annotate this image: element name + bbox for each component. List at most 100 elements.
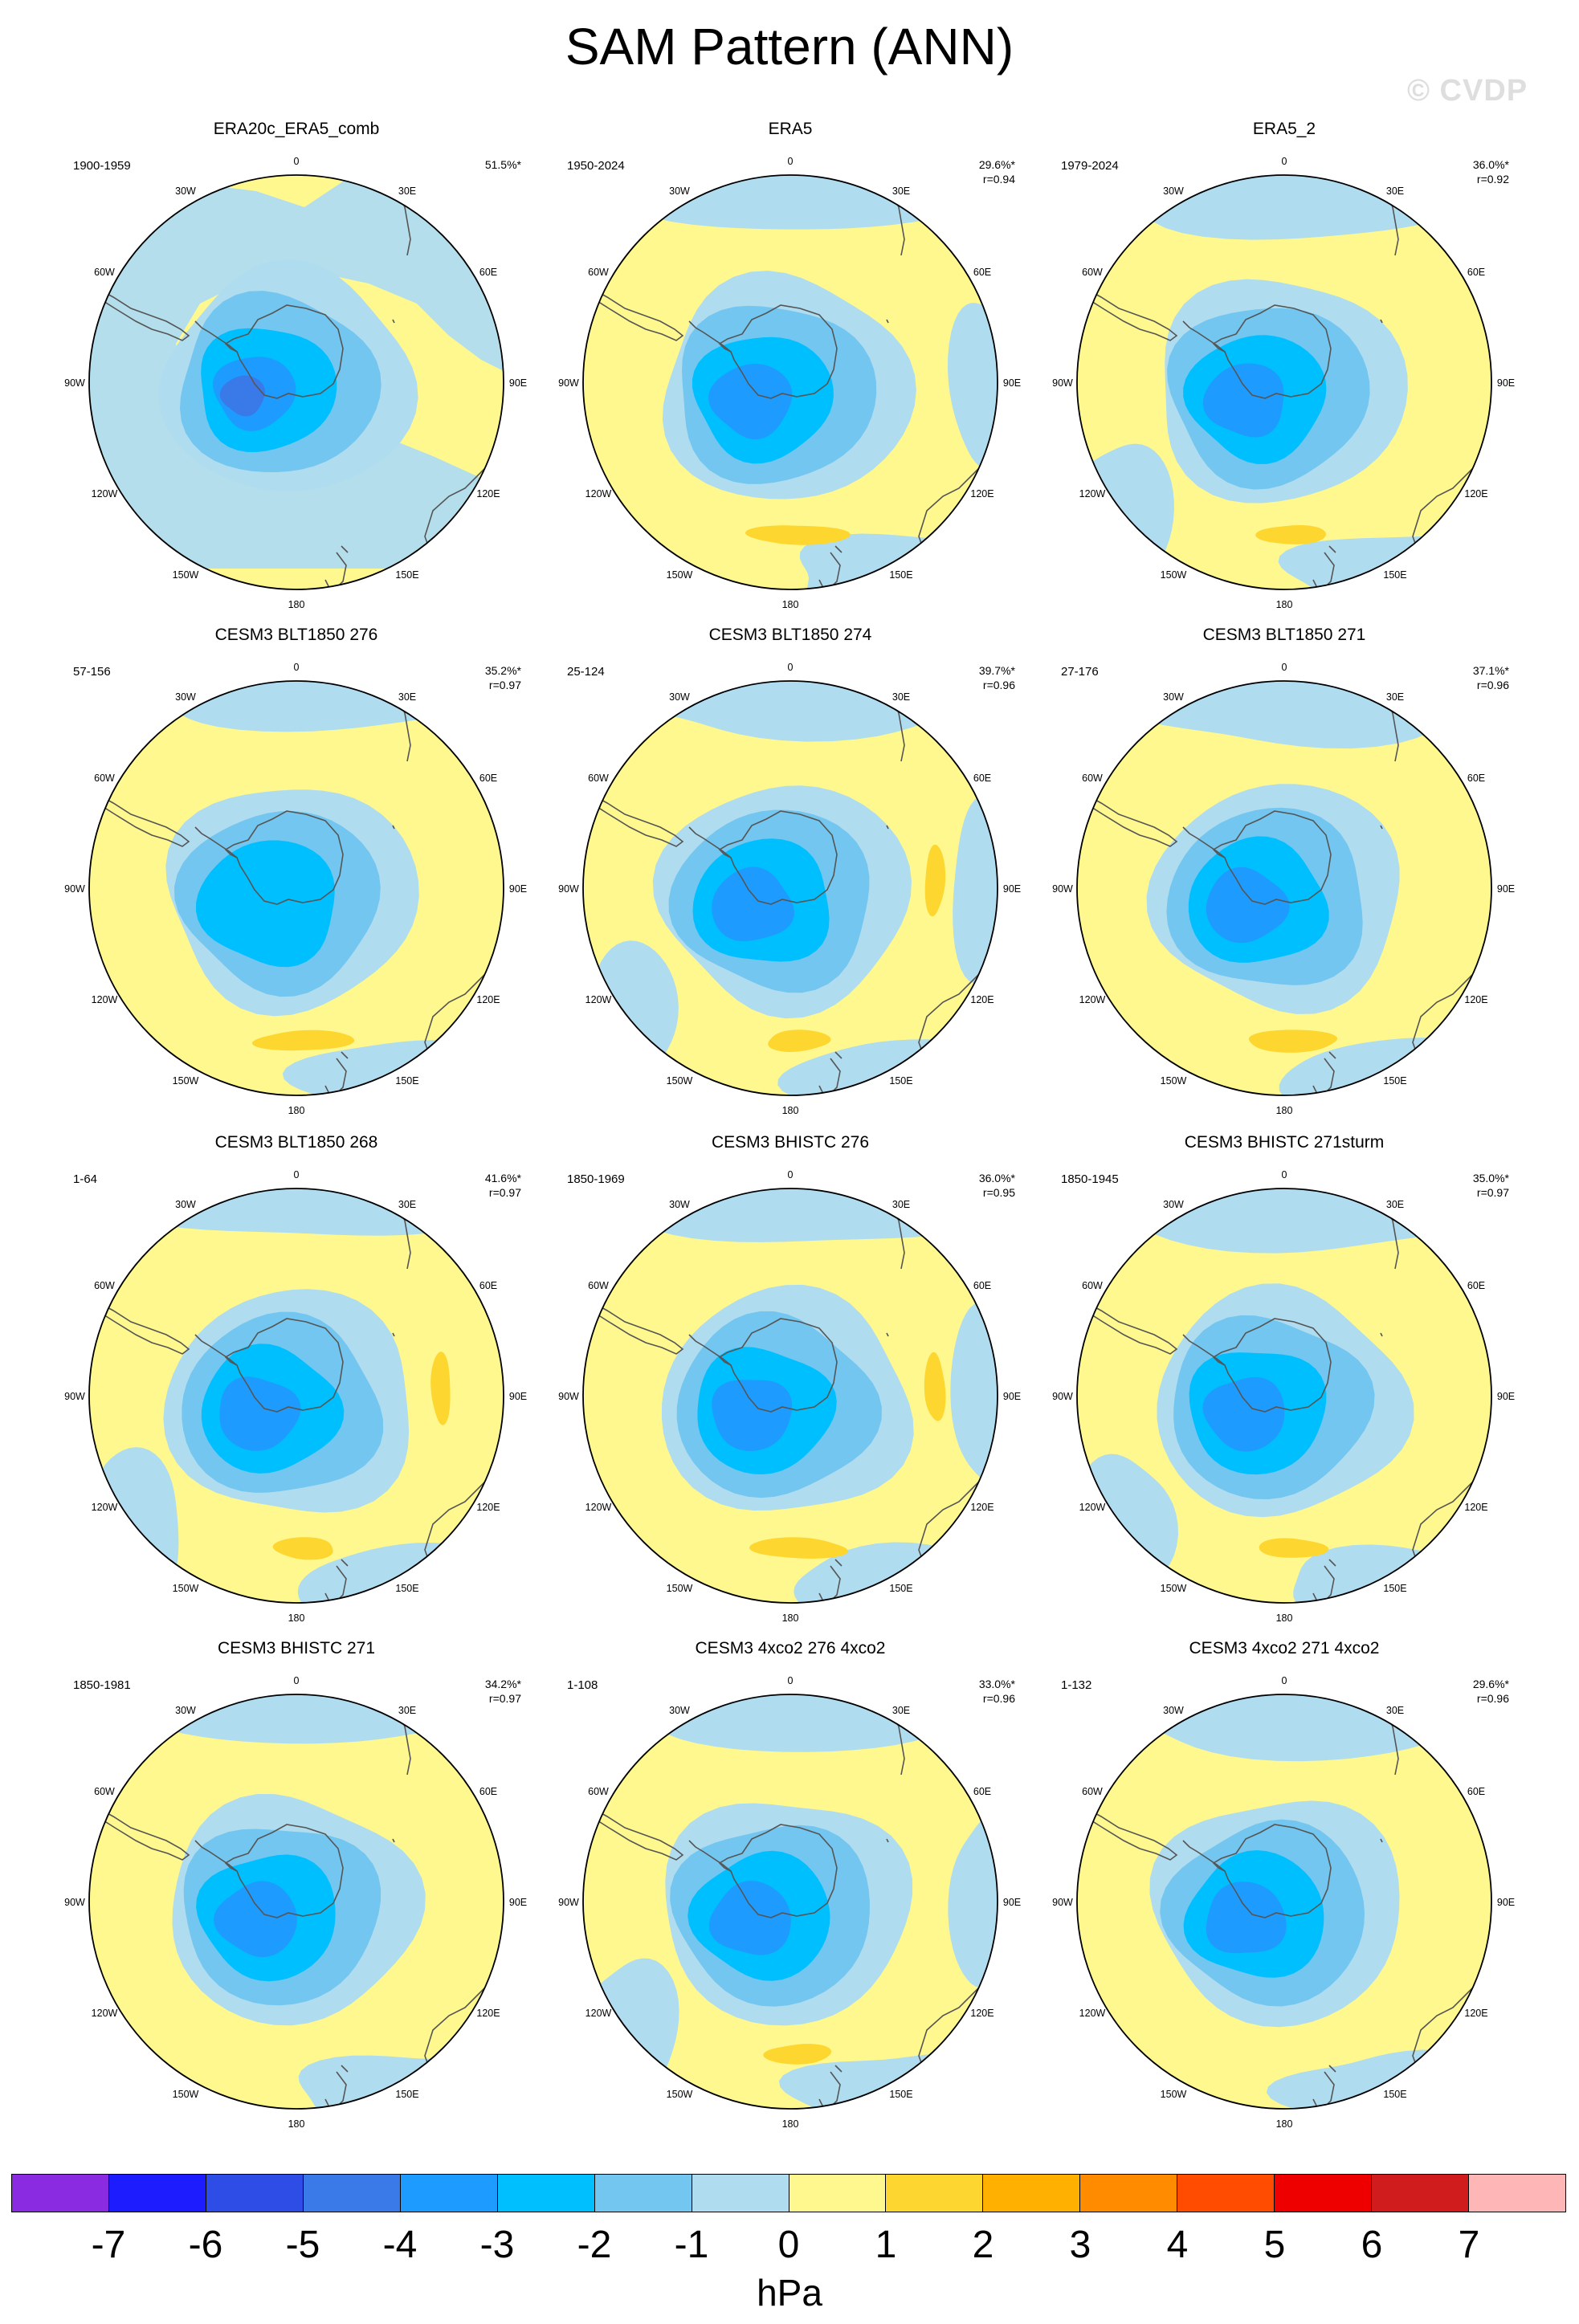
longitude-label: 60E — [479, 1280, 497, 1291]
field-neg-region — [948, 1813, 998, 1988]
longitude-label: 30E — [892, 691, 910, 703]
longitude-label: 150E — [395, 1075, 418, 1087]
panel-title: CESM3 4xco2 276 4xco2 — [695, 1639, 886, 1657]
panel-title: CESM3 BHISTC 276 — [711, 1133, 870, 1152]
longitude-label: 180 — [288, 1105, 305, 1116]
pattern-correlation: r=0.97 — [488, 1692, 521, 1705]
peninsula-coast — [194, 320, 238, 353]
longitude-label: 150W — [1161, 1075, 1187, 1087]
field-pos-anomaly — [430, 1352, 451, 1425]
island-coast — [886, 319, 889, 324]
longitude-label: 90E — [509, 1897, 527, 1908]
variance-explained: 51.5%* — [484, 158, 521, 171]
longitude-label: 120E — [970, 994, 994, 1005]
longitude-label: 90W — [64, 883, 85, 895]
longitude-label: 0 — [1282, 1169, 1287, 1180]
polar-map: 0 30E 60E 90E 120E 150E 180 150W 120W 90W 60W 30W — [558, 662, 1021, 1116]
longitude-label: 30E — [1386, 1705, 1404, 1716]
polar-map: 0 30E 60E 90E 120E 150E 180 150W 120W 90W 60W 30W — [1052, 156, 1515, 610]
colorbar-units: hPa — [757, 2272, 822, 2314]
map-border — [1076, 174, 1492, 590]
longitude-label: 60E — [1467, 1280, 1485, 1291]
longitude-label: 60W — [94, 267, 115, 278]
peninsula-coast — [688, 1840, 732, 1872]
longitude-label: 60E — [1467, 1786, 1485, 1797]
longitude-label: 150W — [1161, 2089, 1187, 2100]
panel-variance-stats: 33.0%* r=0.96 — [979, 1677, 1015, 1706]
panel-variance-stats: 29.6%* r=0.94 — [979, 157, 1015, 186]
panel-period: 1850-1969 — [567, 1172, 625, 1186]
longitude-label: 90E — [1497, 377, 1515, 389]
field-neg-region — [636, 1694, 989, 1752]
field-neg-region — [1108, 681, 1471, 749]
map-panel: ERA5 1950-2024 29.6%* r=0.94 0 30E 60E 90E 120E 1… — [541, 119, 1039, 617]
panel-variance-stats: 35.0%* r=0.97 — [1473, 1171, 1509, 1200]
peninsula-coast — [688, 1334, 732, 1366]
south-america-coast — [1083, 793, 1178, 847]
panel-title: CESM3 BLT1850 274 — [708, 626, 872, 644]
longitude-label: 150W — [1161, 1583, 1187, 1594]
longitude-label: 120W — [1079, 994, 1106, 1005]
panel-period: 1950-2024 — [567, 159, 625, 173]
longitude-label: 60W — [94, 773, 115, 784]
longitude-label: 120W — [92, 1502, 118, 1513]
panel-title: ERA5_2 — [1252, 120, 1316, 138]
pattern-correlation: r=0.96 — [982, 679, 1015, 691]
map-border — [88, 680, 504, 1096]
field-contour-level — [196, 840, 335, 968]
island-coast — [886, 1838, 889, 1843]
pattern-correlation: r=0.96 — [982, 1692, 1015, 1705]
variance-explained: 36.0%* — [1472, 158, 1509, 171]
longitude-label: 150W — [667, 1075, 693, 1087]
variance-explained: 29.6%* — [1472, 1678, 1509, 1690]
longitude-label: 60W — [1082, 1786, 1103, 1797]
map-border — [582, 1188, 998, 1604]
panel-variance-stats: 41.6%* r=0.97 — [485, 1171, 521, 1200]
longitude-label: 150W — [173, 569, 199, 581]
longitude-label: 60E — [973, 1786, 991, 1797]
variance-explained: 34.2%* — [484, 1678, 521, 1690]
longitude-label: 90W — [558, 1897, 579, 1908]
longitude-label: 30E — [892, 1199, 910, 1210]
longitude-label: 0 — [1282, 1675, 1287, 1686]
field-pos-anomaly — [749, 1537, 849, 1559]
longitude-label: 150E — [1383, 2089, 1406, 2100]
colorbar-tick-label: -6 — [188, 2224, 223, 2266]
longitude-label: 150W — [667, 1583, 693, 1594]
colorbar-segment — [1469, 2175, 1565, 2212]
longitude-label: 120E — [476, 994, 500, 1005]
longitude-label: 0 — [788, 662, 794, 673]
colorbar-segment — [983, 2175, 1081, 2212]
map-panel: CESM3 BLT1850 271 27-176 37.1%* r=0.96 0 30E 6… — [1035, 625, 1533, 1123]
field-neg-region — [630, 1189, 992, 1242]
peninsula-coast — [688, 826, 732, 858]
colorbar — [11, 2174, 1566, 2212]
panel-title: CESM3 BLT1850 271 — [1202, 626, 1366, 644]
colorbar-tick-label: 5 — [1263, 2224, 1286, 2266]
field-contour-level — [712, 1380, 793, 1451]
longitude-label: 120W — [92, 994, 118, 1005]
panel-variance-stats: 37.1%* r=0.96 — [1473, 663, 1509, 692]
longitude-label: 150W — [667, 2089, 693, 2100]
longitude-label: 30W — [1163, 1705, 1184, 1716]
colorbar-segment — [206, 2175, 304, 2212]
longitude-label: 90W — [1052, 883, 1073, 895]
map-panel: CESM3 BLT1850 274 25-124 39.7%* r=0.96 0 30E 6… — [541, 625, 1039, 1123]
longitude-label: 60W — [588, 773, 609, 784]
island-coast — [1380, 1332, 1383, 1337]
island-coast — [1380, 825, 1383, 830]
longitude-label: 30W — [669, 186, 690, 197]
map-panel: CESM3 4xco2 276 4xco2 1-108 33.0%* r=0.96 0 3… — [541, 1638, 1039, 2136]
colorbar-segment — [886, 2175, 984, 2212]
coastlines — [1083, 681, 1486, 1095]
polar-map: 0 30E 60E 90E 120E 150E 180 150W 120W 90W 60W 30W — [558, 1675, 1021, 2130]
panel-variance-stats: 35.2%* r=0.97 — [485, 663, 521, 692]
panel-period: 1850-1945 — [1061, 1172, 1119, 1186]
island-coast — [1380, 319, 1383, 324]
coastlines — [95, 175, 498, 589]
map-border — [88, 1188, 504, 1604]
longitude-label: 30E — [892, 1705, 910, 1716]
longitude-label: 30W — [175, 1199, 196, 1210]
longitude-label: 120W — [585, 1502, 612, 1513]
polar-map: 0 30E 60E 90E 120E 150E 180 150W 120W 90W 60W 30W — [1052, 1169, 1515, 1624]
